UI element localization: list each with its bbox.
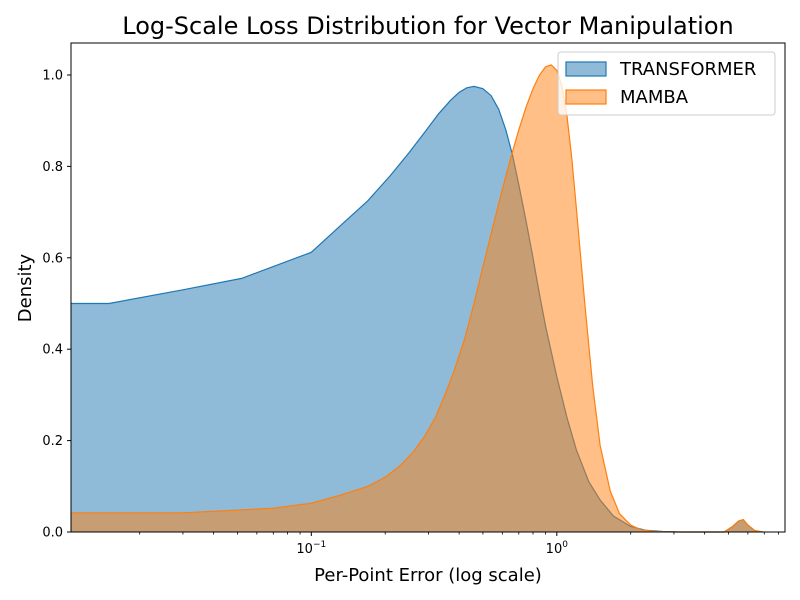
y-tick-label: 0.4: [42, 343, 63, 358]
plot-area: 0.0 0.2 0.4 0.6 0.8 1.0 10−1 100: [42, 42, 786, 557]
axes-frame: [70, 42, 786, 533]
chart-title: Log-Scale Loss Distribution for Vector M…: [122, 12, 733, 40]
y-tick-label: 0.0: [42, 526, 63, 541]
series-area-mamba: [71, 64, 763, 533]
x-tick-label: 10−1: [296, 540, 326, 557]
y-tick-label: 0.6: [42, 251, 63, 266]
legend-label-transformer: TRANSFORMER: [619, 59, 756, 80]
legend-label-mamba: MAMBA: [620, 87, 689, 108]
x-tick-label: 100: [546, 540, 569, 557]
y-tick-label: 0.2: [42, 434, 63, 449]
legend: TRANSFORMER MAMBA: [557, 51, 776, 116]
legend-box: [557, 51, 776, 116]
y-tick-label: 0.8: [42, 160, 63, 175]
legend-swatch-transformer: [565, 61, 607, 77]
y-axis-label: Density: [15, 253, 36, 322]
x-axis-label: Per-Point Error (log scale): [314, 565, 542, 586]
y-tick-label: 1.0: [42, 68, 63, 83]
series-area-transformer: [71, 86, 763, 533]
legend-swatch-mamba: [565, 89, 607, 105]
